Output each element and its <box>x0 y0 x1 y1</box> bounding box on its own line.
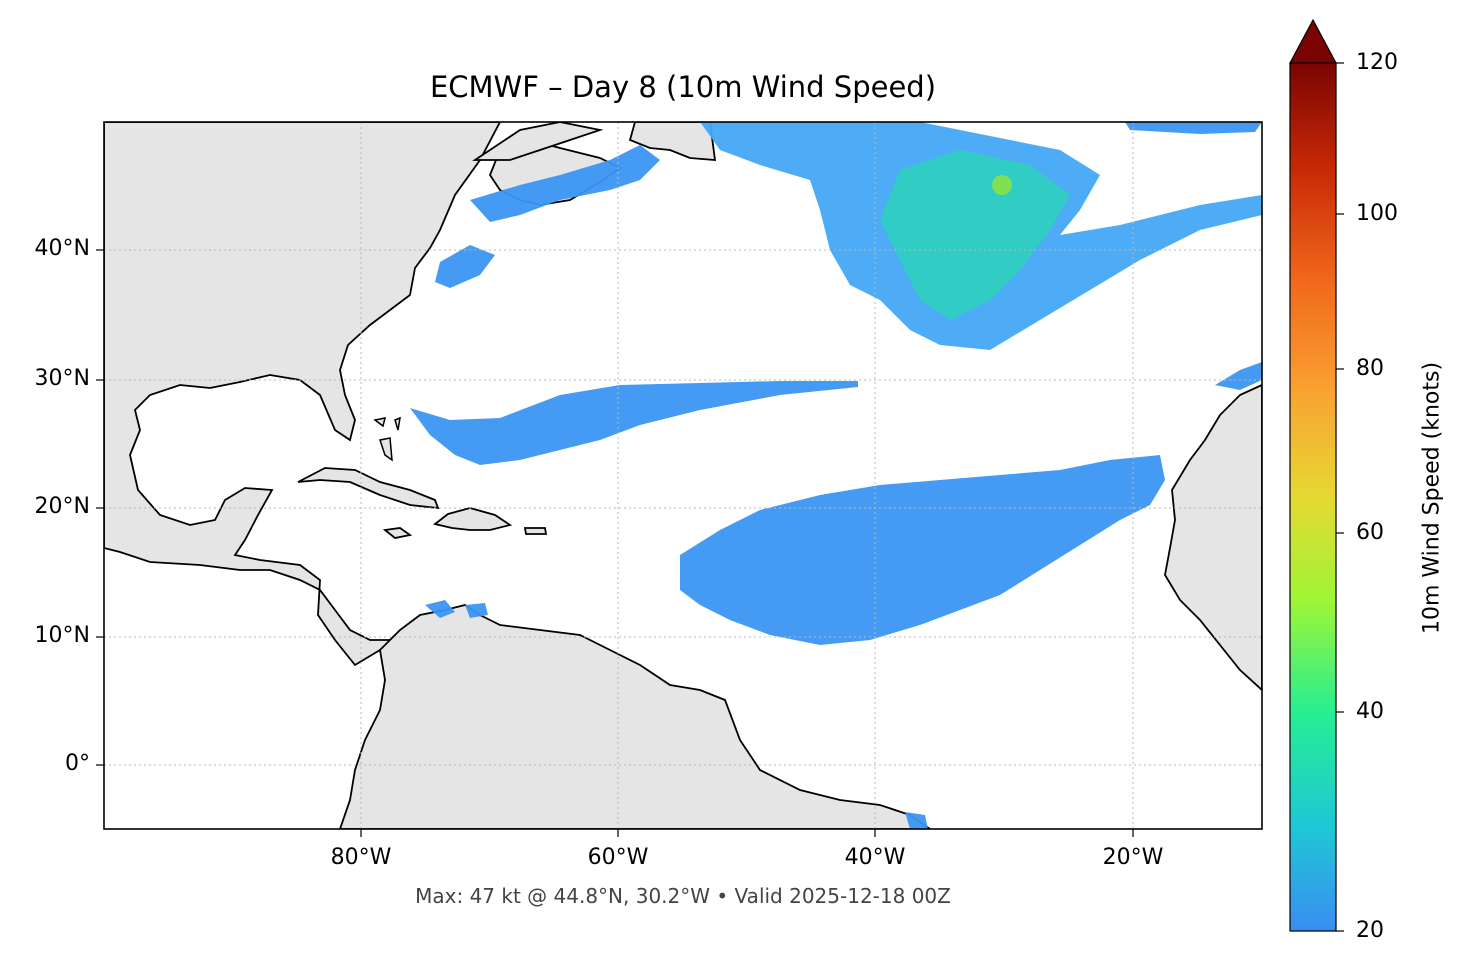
lat-label-40n: 40°N <box>34 236 90 261</box>
colorbar-label: 10m Wind Speed (knots) <box>1419 361 1445 635</box>
wind-swath-labrador <box>470 145 660 222</box>
lat-label-10n: 10°N <box>34 623 90 648</box>
wind-field <box>410 122 1262 829</box>
colorbar-tick-60: 60 <box>1356 520 1384 545</box>
axis-ticks <box>96 249 1134 837</box>
map-frame <box>103 121 1263 830</box>
wind-swath-subtropical <box>410 381 858 465</box>
colorbar <box>1288 18 1344 932</box>
colorbar-gradient <box>1289 62 1337 932</box>
jamaica-land <box>382 527 413 539</box>
colorbar-tick-100: 100 <box>1356 201 1398 226</box>
map-gridlines <box>104 122 1262 829</box>
lon-label-60w: 60°W <box>587 845 649 870</box>
bahamas-land <box>373 416 401 462</box>
map-title: ECMWF – Day 8 (10m Wind Speed) <box>429 70 937 104</box>
colorbar-tick-20: 20 <box>1356 918 1384 943</box>
wind-core-low <box>880 150 1070 320</box>
puerto-rico-land <box>523 527 548 535</box>
lat-label-0: 0° <box>65 751 90 776</box>
wind-max-marker <box>992 175 1012 195</box>
wind-swath-us-coast <box>435 245 495 288</box>
lon-label-80w: 80°W <box>330 845 392 870</box>
lat-label-30n: 30°N <box>34 366 90 391</box>
quebec-coast-land <box>472 122 604 161</box>
wind-swath-top-right <box>1125 122 1262 134</box>
colorbar-tick-120: 120 <box>1356 50 1398 75</box>
lat-label-20n: 20°N <box>34 494 90 519</box>
africa-land <box>1164 384 1262 692</box>
wind-swath-venezuela <box>425 600 488 618</box>
wind-swath-brazil <box>905 812 928 829</box>
colorbar-extend-arrow <box>1288 18 1338 64</box>
colorbar-tick-80: 80 <box>1356 356 1384 381</box>
north-america-land <box>104 122 502 667</box>
lon-label-20w: 20°W <box>1102 845 1164 870</box>
wind-swath-trades <box>680 455 1165 645</box>
lon-label-40w: 40°W <box>844 845 906 870</box>
colorbar-tick-40: 40 <box>1356 699 1384 724</box>
map-footer: Max: 47 kt @ 44.8°N, 30.2°W • Valid 2025… <box>415 884 951 908</box>
hispaniola-land <box>432 507 513 531</box>
cuba-land <box>297 467 440 510</box>
wind-swath-canaries <box>1215 362 1262 390</box>
